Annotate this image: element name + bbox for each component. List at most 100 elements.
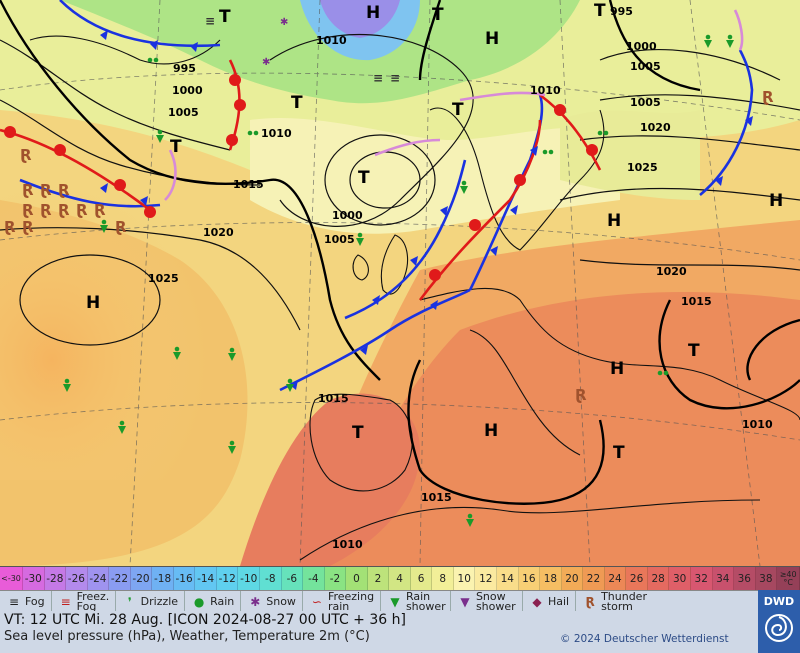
scale-cell: -30 [23,567,45,591]
snow-icon: ✱ [280,17,288,28]
snow-icon: ✱ [262,57,270,68]
scale-cell: -20 [130,567,153,591]
scale-cell: 22 [583,567,605,591]
rain-shower-icon [63,378,71,392]
thunderstorm-icon: Ɽ [4,218,16,236]
thunderstorm-icon: Ɽ [762,88,774,106]
isobar-label: 1010 [742,418,773,431]
thunderstorm-icon: Ɽ [76,201,88,219]
high-center: H [366,3,380,23]
scale-cell: -16 [173,567,196,591]
scale-cell: 14 [497,567,519,591]
rain-icon [253,130,259,136]
scale-cell: -12 [216,567,239,591]
rain-shower-icon [228,347,236,361]
thunderstorm-icon: Ɽ [575,386,587,404]
snow-symbols: ✱ ✱ [262,17,288,68]
rain-shower-icon [100,219,108,233]
isobar-label: 1000 [172,84,203,97]
warm-front-semicircles [4,74,598,281]
high-center: H [610,359,624,379]
freezing-rain-icon: ∽ [311,594,322,609]
isobar-label: 1005 [324,233,355,246]
fog-icon: ≡ [373,71,383,85]
rain-shower-icon [118,420,126,434]
scale-cell: 4 [389,567,411,591]
rain-icon [597,130,603,136]
low-center: T [594,1,606,21]
legend-snow: ✱ Snow [241,591,303,612]
dwd-logo-swirl-icon [765,614,793,642]
high-center: H [607,211,621,231]
isobar-label: 1015 [681,295,712,308]
thunderstorm-icon: Ɽ [20,146,32,164]
rain-icon [657,370,663,376]
low-center: T [170,137,182,157]
rain-icon [663,370,669,376]
info-bar: VT: 12 UTC Mi. 28 Aug. [ICON 2024-08-27 … [0,611,800,653]
freezing-fog-icon: ≡ [60,594,71,609]
snow-icon: ✱ [250,594,261,609]
low-center: T [291,93,303,113]
low-center: T [219,7,231,27]
snow-shower-icon: ▼ [460,594,470,609]
scale-cell: 32 [690,567,713,591]
isobar-label: 1000 [626,40,657,53]
rain-icon [603,130,609,136]
scale-cell: ≥40 °C [777,567,800,591]
isobar-label: 1015 [233,178,264,191]
weather-map: 995 1000 1005 1010 1015 1020 1025 1010 1… [0,0,800,566]
rain-shower-icon [173,346,181,360]
cold-front-triangles [100,30,753,390]
scale-cell: 38 [755,567,778,591]
thunderstorm-icon: Ɽ [58,181,70,199]
scale-cell: 18 [540,567,562,591]
drizzle-icon: ❜ [127,594,132,609]
scale-cell: -6 [281,567,304,591]
legend-rain-shower: ▼ Rain shower [381,591,451,612]
isobar-label: 1020 [656,265,687,278]
isobars-bold [0,0,800,505]
rain-shower-icon: ▼ [390,594,400,609]
scale-cell: 6 [410,567,433,591]
scale-cell: -8 [260,567,282,591]
legend-rain: ● Rain [185,591,242,612]
scale-cell: -4 [303,567,325,591]
low-center: T [688,341,700,361]
rain-icon [247,130,253,136]
valid-time: VT: 12 UTC Mi. 28 Aug. [ICON 2024-08-27 … [4,612,406,628]
scale-cell: -10 [238,567,261,591]
isobar-label: 995 [610,5,633,18]
scale-cell: -14 [195,567,217,591]
scale-cell: -24 [87,567,110,591]
isobar-label: 1005 [630,60,661,73]
scale-cell: -2 [324,567,347,591]
pressure-labels: 995 1000 1005 1010 1015 1020 1025 1010 1… [148,5,773,551]
scale-cell: 20 [561,567,584,591]
map-canvas: 995 1000 1005 1010 1015 1020 1025 1010 1… [0,0,800,566]
scale-cell: 2 [367,567,390,591]
rain-icon [542,149,548,155]
legend-hail: ◆ Hail [523,591,577,612]
high-center: H [769,191,783,211]
scale-cell: 26 [626,567,648,591]
weather-symbols [63,34,734,527]
rain-icon [548,149,554,155]
scale-cell: 16 [518,567,541,591]
isobar-label: 995 [173,62,196,75]
weather-legend: ≡ Fog ≡ Freez. Fog ❜ Drizzle ● Rain ✱ Snow ∽ F… [0,590,800,612]
fog-icon: ≡ [390,71,400,85]
thunderstorm-icon: Ɽ [22,201,34,219]
thunderstorm-icon: Ɽ [58,201,70,219]
isobar-label: 1005 [630,96,661,109]
scale-cell: -28 [44,567,67,591]
isobar-label: 1000 [332,209,363,222]
thunderstorm-icon: Ɽ [94,201,106,219]
isobar-label: 1025 [148,272,179,285]
rain-shower-icon [286,378,294,392]
scale-cell: 8 [432,567,454,591]
dwd-logo: DWD [758,590,800,653]
thunderstorm-icon: Ɽ [40,181,52,199]
rain-icon [153,57,159,63]
isobar-label: 1025 [627,161,658,174]
